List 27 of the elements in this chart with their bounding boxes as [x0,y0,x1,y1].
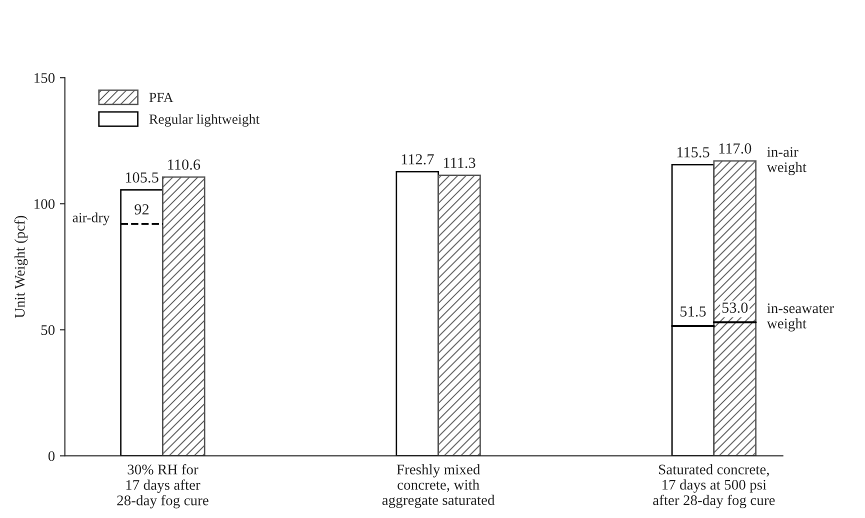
bar [120,189,164,456]
data-label: 117.0 [719,143,752,154]
bar [713,160,757,456]
data-label: 105.5 [126,172,158,183]
annotation: in-air weight [766,147,806,176]
bar [438,174,481,456]
data-label: 115.5 [677,147,710,158]
bar [162,176,206,456]
annotation: in-seawater weight [766,303,834,332]
y-tick-label: 150 [34,73,55,83]
legend-label: Regular lightweight [149,114,260,127]
annotation: 53.0 [722,302,748,313]
data-label: 112.7 [402,154,434,165]
data-label: 111.3 [444,158,476,168]
bar [396,171,440,456]
x-tick-label: Freshly mixed concrete, with aggregate saturated [382,464,495,508]
annotation: 51.5 [680,306,706,317]
x-tick-label: 30% RH for 17 days after 28-day fog cure [117,464,208,508]
y-tick-label: 0 [48,451,55,462]
y-axis-title: Unit Weight (pcf) [14,216,28,318]
y-tick-label: 100 [34,199,55,209]
annotation: air-dry [72,212,110,226]
x-tick-label: Saturated concrete, 17 days at 500 psi after 28-day fog cure [653,464,775,508]
legend-label: PFA [149,92,174,102]
data-label: 110.6 [168,159,200,170]
y-tick-label: 50 [41,325,55,335]
annotation: 92 [134,204,149,215]
